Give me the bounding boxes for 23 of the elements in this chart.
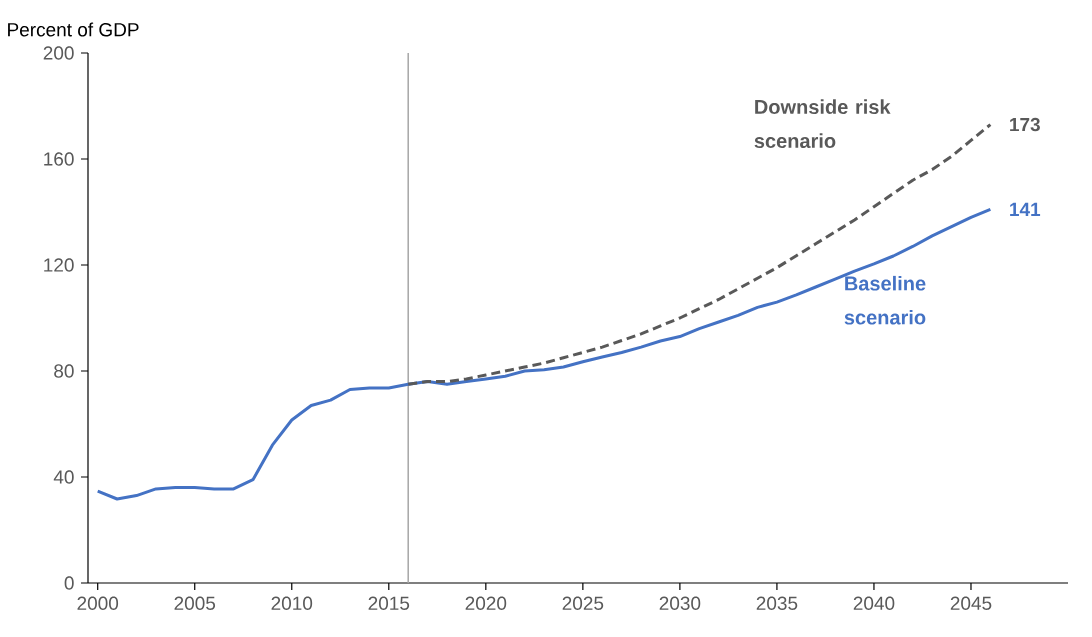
x-tick-label: 2015 — [368, 596, 410, 610]
x-tick-label: 2010 — [271, 596, 313, 610]
x-tick-label: 2040 — [853, 596, 895, 610]
x-tick-label: 2000 — [77, 596, 119, 610]
series-label: Baseline scenario — [844, 275, 926, 325]
data-label: 173 — [1010, 117, 1040, 132]
y-tick-label: 120 — [44, 258, 74, 272]
series-label: Downside risk scenario — [754, 99, 891, 149]
y-tick-label: 80 — [54, 364, 74, 378]
y-tick-label: 160 — [44, 152, 74, 166]
data-label: 141 — [1010, 202, 1041, 216]
x-tick-label: 2025 — [562, 596, 604, 610]
y-axis-title: Percent of GDP — [8, 22, 139, 37]
x-tick-label: 2035 — [756, 596, 798, 610]
x-tick-label: 2020 — [465, 596, 507, 610]
x-tick-label: 2045 — [950, 596, 992, 610]
line-series — [406, 123, 992, 386]
y-tick-label: 40 — [53, 470, 74, 484]
x-tick-label: 2030 — [659, 596, 701, 610]
line-series — [96, 207, 992, 501]
x-tick-label: 2005 — [174, 596, 216, 610]
y-tick-label: 200 — [43, 46, 74, 60]
y-tick-label: 0 — [64, 576, 74, 590]
